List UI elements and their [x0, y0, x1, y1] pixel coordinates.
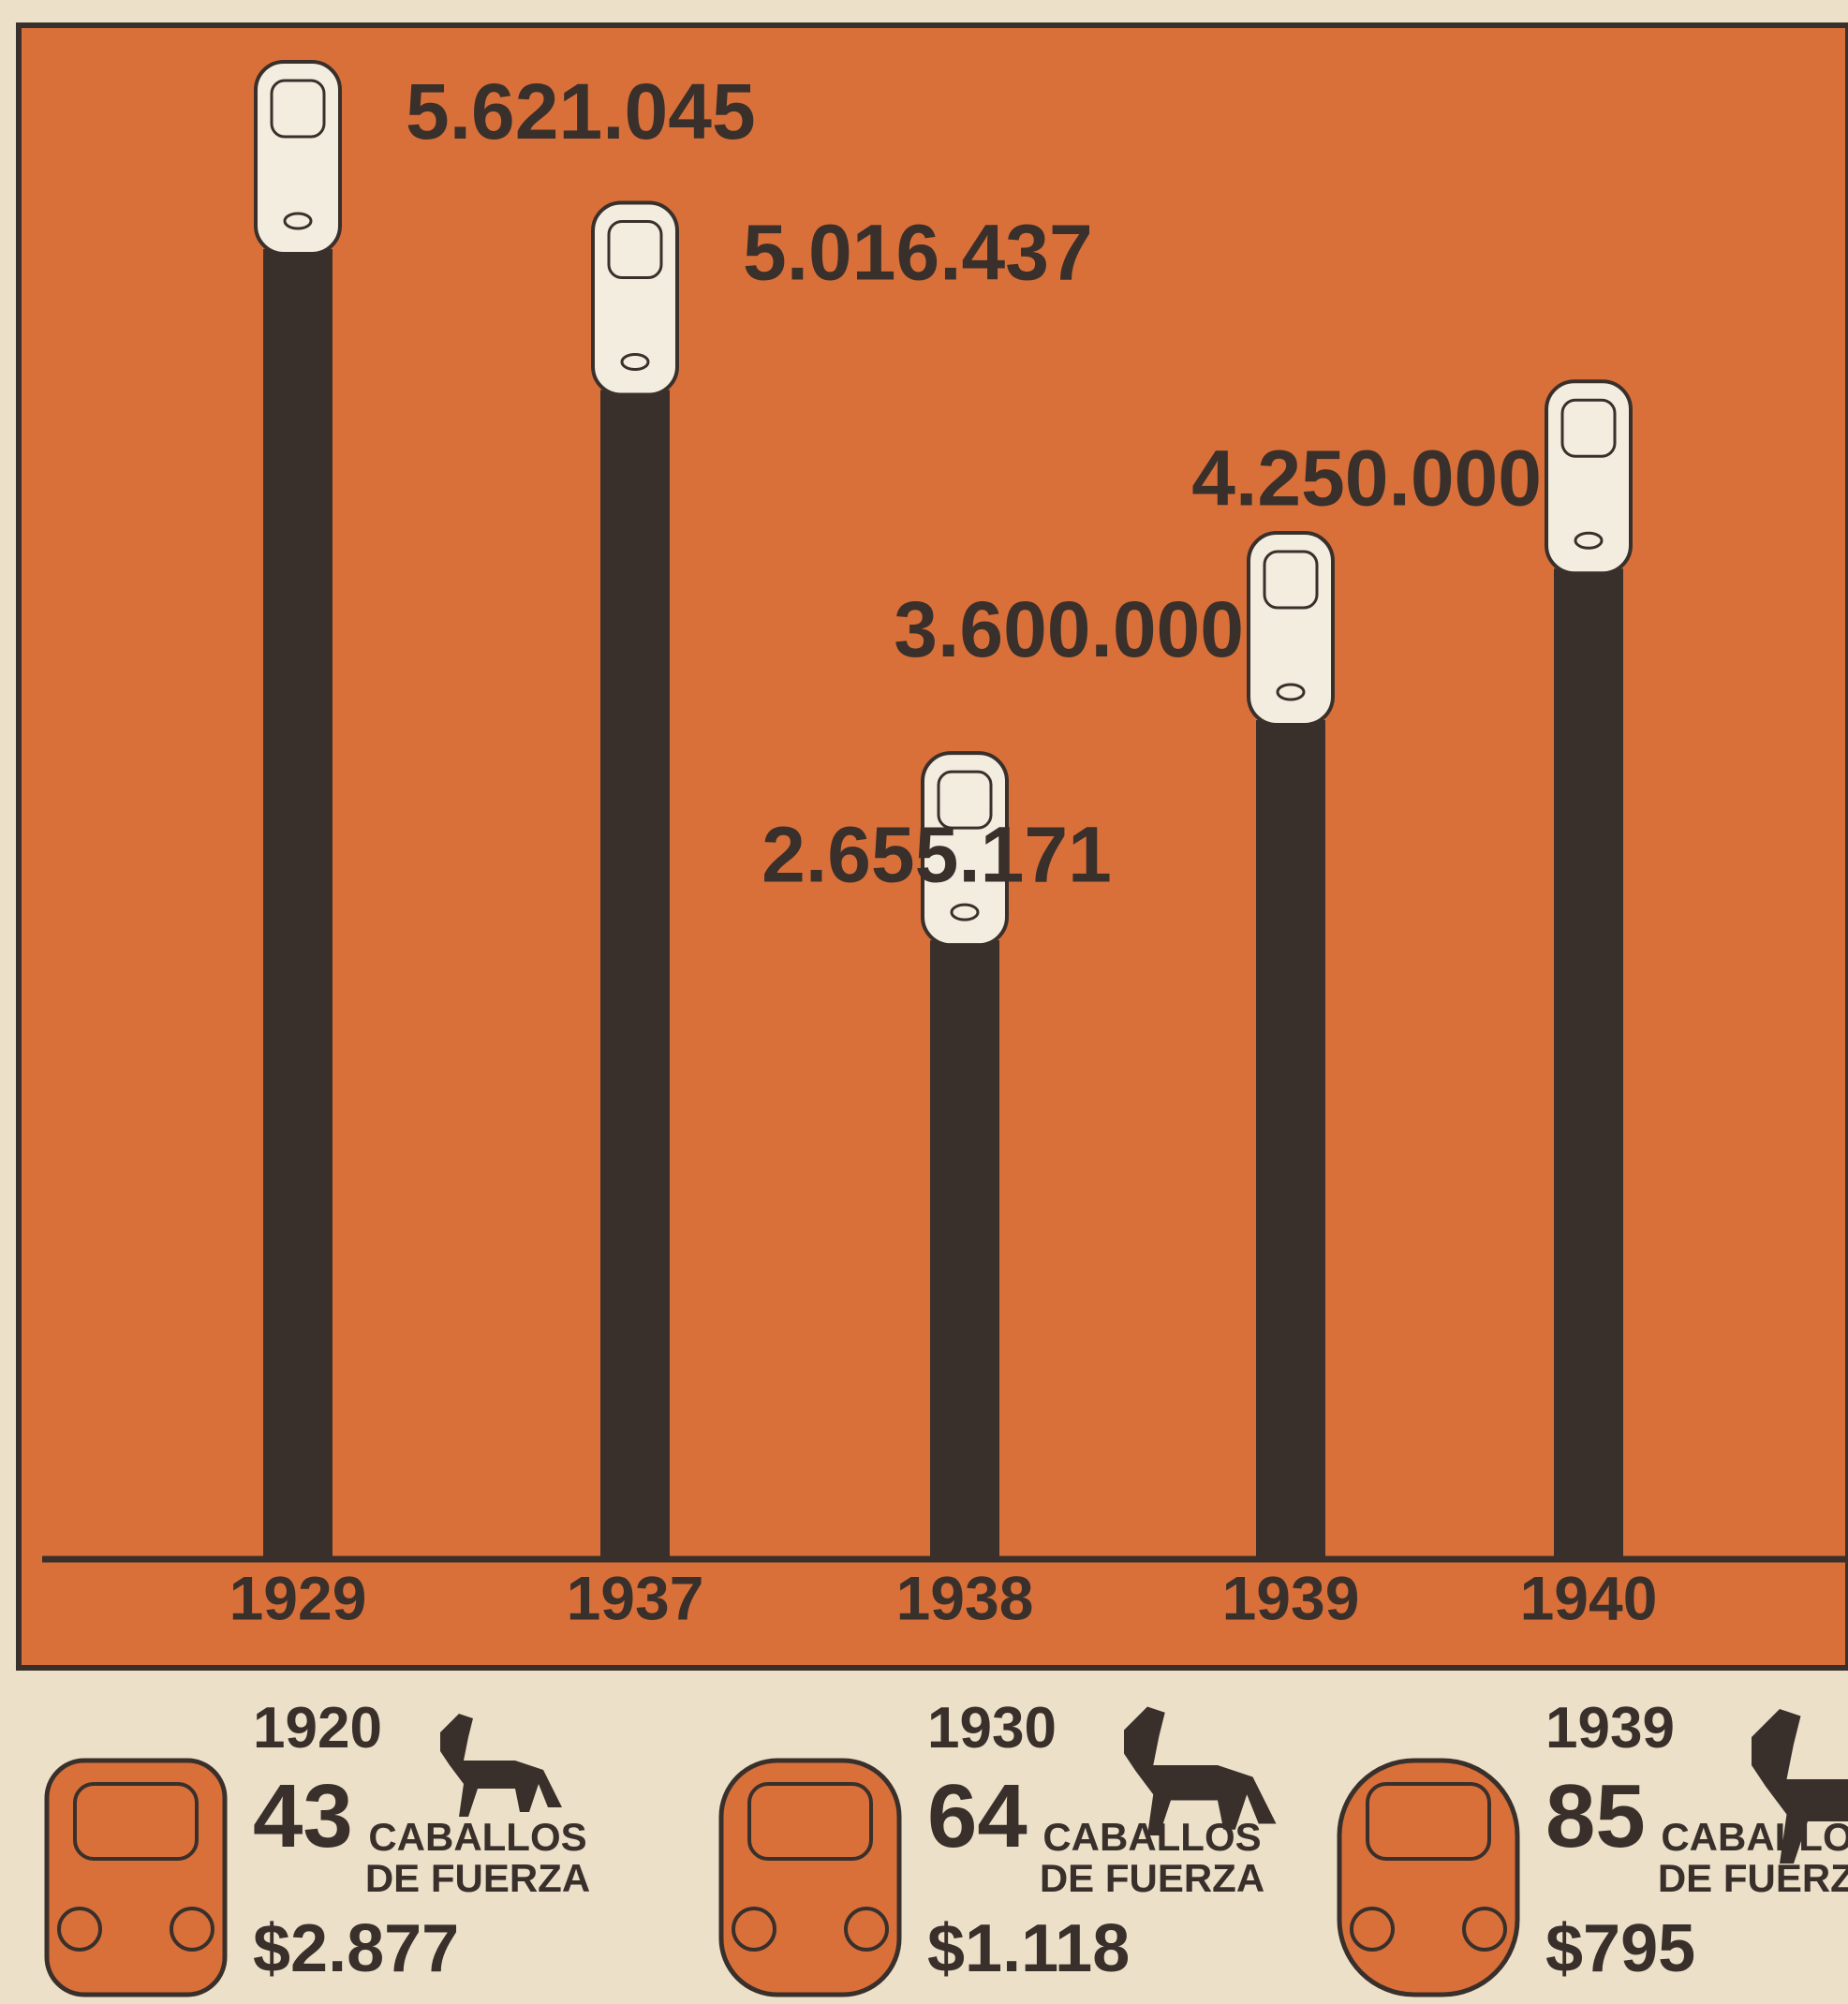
- car-body: [256, 62, 340, 254]
- value-label: 4.250.000: [1191, 434, 1542, 522]
- price: $1.118: [927, 1910, 1130, 1987]
- old-car: [1339, 1761, 1517, 1995]
- car-icon: [1249, 533, 1333, 725]
- old-car: [47, 1761, 225, 1995]
- unit: CABALLOS DE FUERZA: [1639, 1817, 1848, 1899]
- car-icon: [256, 62, 340, 254]
- value-label: 5.621.045: [406, 67, 756, 155]
- hp: 85: [1545, 1765, 1646, 1868]
- value-label: 2.655.171: [761, 810, 1112, 898]
- year: 1939: [1545, 1695, 1675, 1761]
- car-icon: [1546, 381, 1631, 573]
- car-body: [593, 202, 677, 394]
- bar: [1256, 720, 1325, 1559]
- x-tick-label: 1940: [1520, 1563, 1658, 1632]
- car-body: [1546, 381, 1631, 573]
- bar: [930, 940, 999, 1559]
- hp: 64: [927, 1765, 1027, 1868]
- bar: [263, 249, 333, 1559]
- x-tick-label: 1939: [1222, 1563, 1360, 1632]
- old-car: [721, 1761, 899, 1995]
- bar: [600, 390, 670, 1559]
- horse: [440, 1714, 562, 1817]
- unit: CABALLOS DE FUERZA: [1021, 1817, 1283, 1899]
- x-tick-label: 1929: [229, 1563, 367, 1632]
- car-body: [1249, 533, 1333, 725]
- unit: CABALLOS DE FUERZA: [347, 1817, 609, 1899]
- value-label: 3.600.000: [894, 585, 1244, 673]
- price: $2.877: [253, 1910, 459, 1987]
- x-tick-label: 1938: [896, 1563, 1034, 1632]
- price: $795: [1545, 1910, 1695, 1987]
- bar: [1554, 568, 1623, 1559]
- year: 1920: [253, 1695, 382, 1761]
- value-label: 5.016.437: [743, 209, 1093, 297]
- car-icon: [593, 202, 677, 394]
- x-tick-label: 1937: [567, 1563, 704, 1632]
- page: 5.621.045 1929 5.016.437 1937 2.655.171 1938 3…: [0, 0, 1848, 2004]
- year: 1930: [927, 1695, 1057, 1761]
- hp: 43: [253, 1765, 353, 1868]
